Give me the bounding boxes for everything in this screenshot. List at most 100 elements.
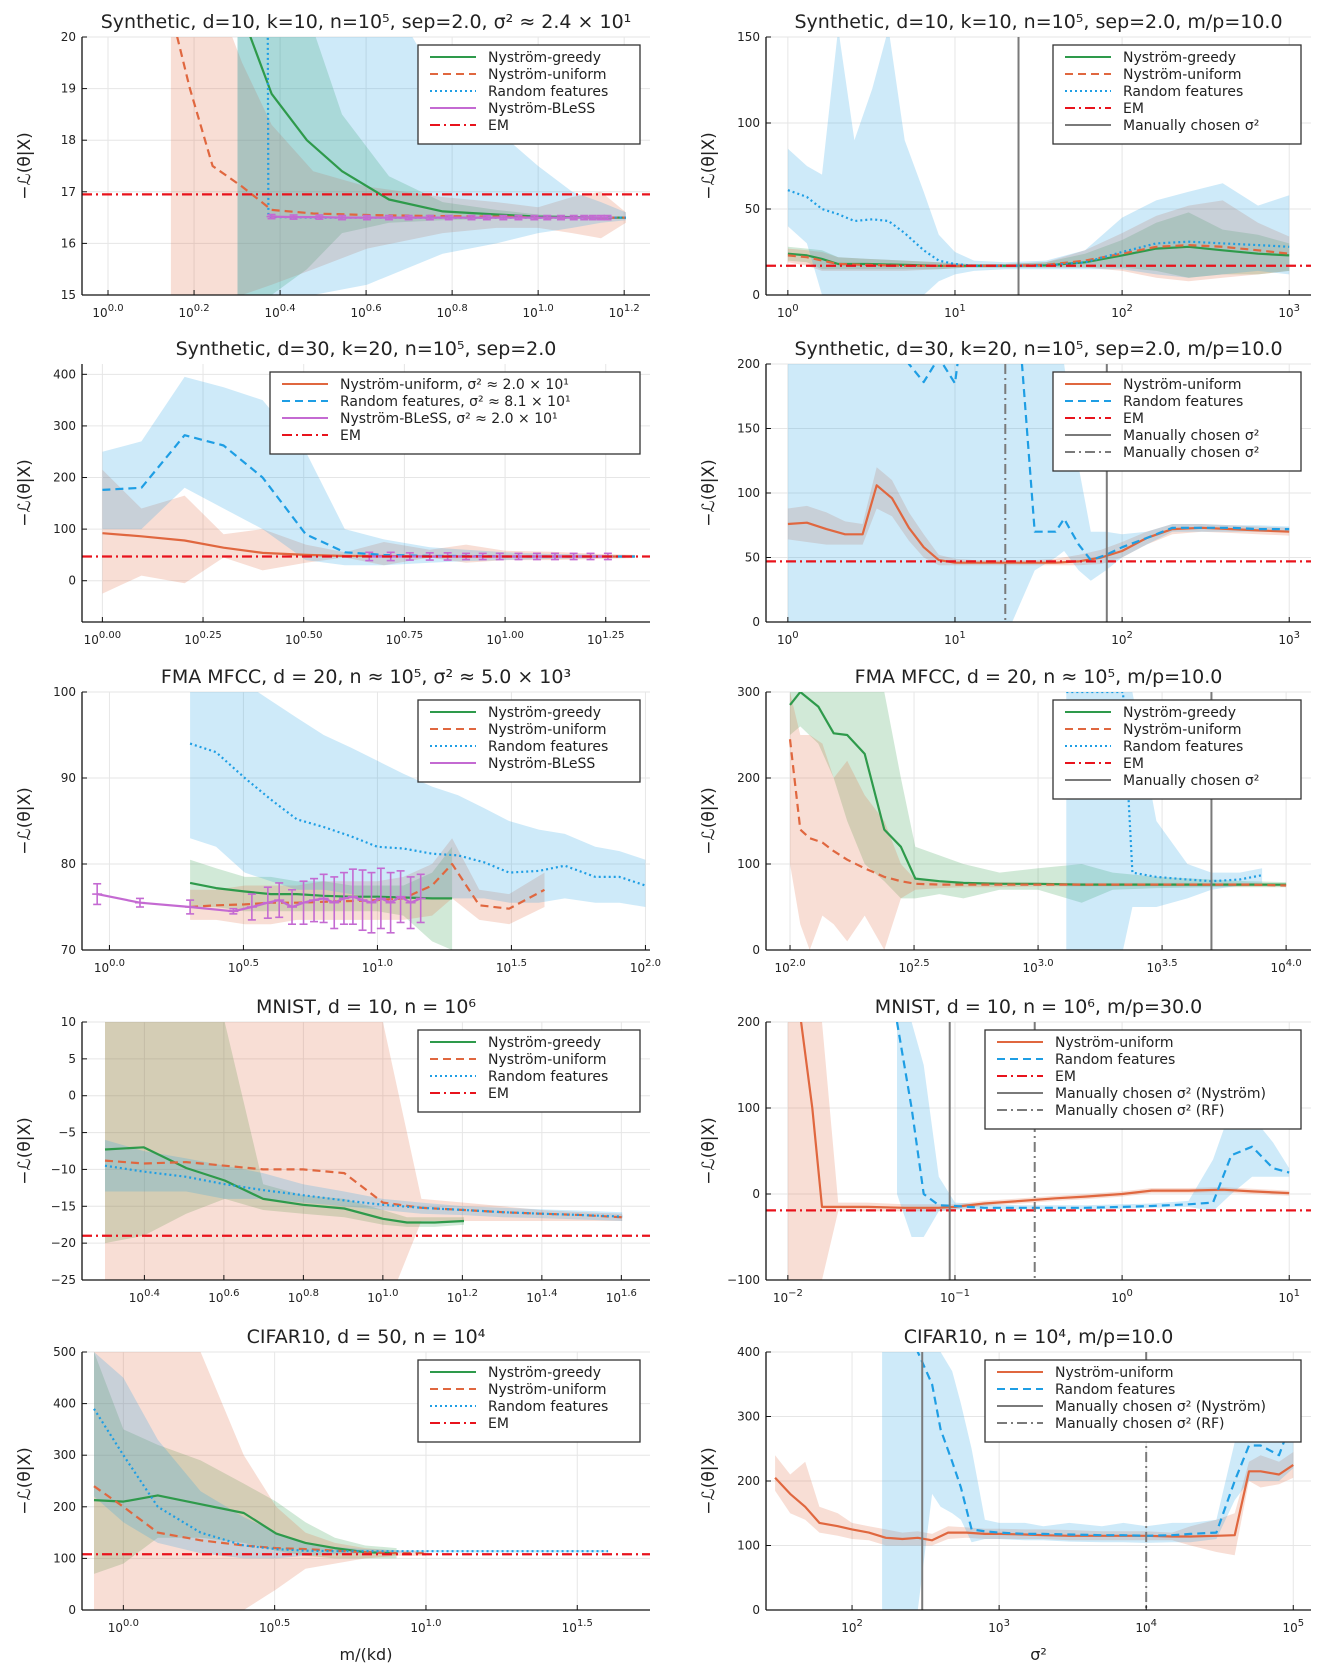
chart-title: Synthetic, d=10, k=10, n=10⁵, sep=2.0, m… xyxy=(794,11,1282,33)
legend-label: Nyström-greedy xyxy=(488,1365,601,1381)
confidence-band xyxy=(94,1352,609,1559)
y-tick-label: −100 xyxy=(727,1273,760,1287)
y-tick-label: 15 xyxy=(61,288,76,302)
confidence-band xyxy=(102,469,635,594)
legend-label: EM xyxy=(488,1416,509,1432)
y-tick-label: 0 xyxy=(68,574,76,588)
series-line xyxy=(1066,692,1263,883)
chart-title: FMA MFCC, d = 20, n ≈ 10⁵, σ² ≈ 5.0 × 10… xyxy=(161,666,571,688)
legend-label: Nyström-greedy xyxy=(488,705,601,721)
legend-label: EM xyxy=(1123,411,1144,427)
chart-panel-cifar-m: 100.0 100.5 101.0 101.5 0 100 200 300 400 500 CIFA… xyxy=(15,1326,650,1664)
series-line xyxy=(93,1485,426,1555)
y-tick-label: 80 xyxy=(61,857,76,871)
y-axis-label: −ℒ(θ|X) xyxy=(15,459,35,527)
y-tick-label: 0 xyxy=(752,288,760,302)
legend-label: Manually chosen σ² (RF) xyxy=(1055,1103,1225,1119)
legend-box xyxy=(417,1359,641,1443)
confidence-band xyxy=(105,1022,623,1280)
chart-title: Synthetic, d=10, k=10, n=10⁵, sep=2.0, σ… xyxy=(101,11,632,33)
chart-panel-mnist-m: 100.4 100.6 100.8 101.0 101.2 101.4 101.6 −25 −2… xyxy=(15,996,650,1305)
x-tick-label: 100.6 xyxy=(208,1288,239,1305)
plot-area xyxy=(766,364,1311,622)
x-tick-label: 101.0 xyxy=(410,1618,441,1635)
y-tick-label: 300 xyxy=(737,1410,760,1424)
x-tick-label: 100 xyxy=(1111,1288,1133,1305)
y-axis-label: −ℒ(θ|X) xyxy=(699,1117,719,1185)
confidence-band xyxy=(237,37,626,295)
legend-label: Nyström-uniform xyxy=(1123,67,1242,83)
x-tick-label: 100.4 xyxy=(264,303,295,320)
x-tick-label: 103.5 xyxy=(1146,958,1177,975)
y-tick-label: −15 xyxy=(51,1199,76,1213)
chart-title: Synthetic, d=30, k=20, n=10⁵, sep=2.0, m… xyxy=(794,338,1282,360)
chart-panel-fma-s: 102.0 102.5 103.0 103.5 104.0 0 100 200 300 FMA M… xyxy=(699,666,1311,975)
legend-box xyxy=(417,1029,641,1113)
x-tick-label: 100.0 xyxy=(94,958,125,975)
x-tick-label: 101 xyxy=(944,303,966,320)
x-tick-label: 100.0 xyxy=(108,1618,139,1635)
x-tick-label: 101.25 xyxy=(587,630,625,647)
y-tick-label: 200 xyxy=(737,771,760,785)
y-tick-label: −10 xyxy=(51,1162,76,1176)
y-tick-label: 200 xyxy=(737,357,760,371)
x-tick-label: 101.5 xyxy=(496,958,527,975)
legend-box xyxy=(417,699,641,783)
chart-panel-fma-m: 100.0 100.5 101.0 101.5 102.0 70 80 90 100 FMA MF… xyxy=(15,666,661,975)
x-tick-label: 101.4 xyxy=(526,1288,557,1305)
x-tick-label: 101.0 xyxy=(362,958,393,975)
x-tick-label: 101.0 xyxy=(523,303,554,320)
chart-panel-synth10-m: 100.0 100.2 100.4 100.6 100.8 101.0 101.2 15 16 1… xyxy=(15,11,650,320)
x-tick-label: 100.5 xyxy=(259,1618,290,1635)
legend-box xyxy=(984,1359,1302,1443)
x-tick-label: 104 xyxy=(1135,1618,1157,1635)
confidence-band xyxy=(882,1352,1294,1610)
chart-title: CIFAR10, d = 50, n = 10⁴ xyxy=(247,1326,486,1348)
legend-label: Nyström-uniform xyxy=(488,67,607,83)
x-tick-label: 100 xyxy=(777,630,799,647)
y-tick-label: 200 xyxy=(737,1474,760,1488)
legend-label: Nyström-BLeSS xyxy=(488,101,595,117)
confidence-band xyxy=(897,1022,1290,1237)
legend-label: Random features xyxy=(1123,739,1243,755)
y-tick-label: 100 xyxy=(53,522,76,536)
x-tick-label: 100.5 xyxy=(228,958,259,975)
x-axis-label: m/(kd) xyxy=(340,1645,393,1664)
confidence-band xyxy=(237,37,626,295)
y-tick-label: 200 xyxy=(53,1500,76,1514)
y-tick-label: 50 xyxy=(745,202,760,216)
legend-box xyxy=(984,1029,1302,1130)
series-line xyxy=(104,1164,623,1218)
legend-label: Nyström-BLeSS, σ² ≈ 2.0 × 10¹ xyxy=(340,411,558,427)
y-axis-label: −ℒ(θ|X) xyxy=(699,132,719,200)
chart-panel-cifar-s: 102 103 104 105 0 100 200 300 400 CIFAR10, n = 10… xyxy=(699,1326,1311,1664)
x-tick-label: 103.0 xyxy=(1022,958,1053,975)
legend-label: EM xyxy=(488,118,509,134)
x-tick-label: 100 xyxy=(777,303,799,320)
legend-box xyxy=(1052,44,1302,145)
chart-title: CIFAR10, n = 10⁴, m/p=10.0 xyxy=(904,1326,1174,1348)
x-tick-label: 100.50 xyxy=(285,630,323,647)
x-tick-label: 103 xyxy=(988,1618,1010,1635)
y-axis-label: −ℒ(θ|X) xyxy=(699,459,719,527)
y-tick-label: 100 xyxy=(53,1551,76,1565)
y-tick-label: 200 xyxy=(53,471,76,485)
series-line xyxy=(774,1463,1294,1542)
x-tick-label: 100.4 xyxy=(129,1288,160,1305)
x-tick-label: 100.75 xyxy=(386,630,424,647)
legend-label: Nyström-uniform xyxy=(1123,377,1242,393)
legend-label: Nyström-uniform xyxy=(1055,1035,1174,1051)
y-axis-label: −ℒ(θ|X) xyxy=(699,1447,719,1515)
confidence-band xyxy=(170,37,626,295)
x-tick-label: 10−1 xyxy=(940,1288,970,1305)
legend-label: Random features xyxy=(1055,1382,1175,1398)
y-axis-label: −ℒ(θ|X) xyxy=(15,787,35,855)
x-tick-label: 102 xyxy=(1111,630,1133,647)
legend-label: Random features xyxy=(488,1399,608,1415)
legend-label: Random features, σ² ≈ 8.1 × 10¹ xyxy=(340,394,571,410)
y-tick-label: −5 xyxy=(58,1126,76,1140)
legend-label: Nyström-uniform xyxy=(488,1382,607,1398)
confidence-band xyxy=(94,1352,426,1610)
legend-label: Nyström-uniform xyxy=(488,722,607,738)
